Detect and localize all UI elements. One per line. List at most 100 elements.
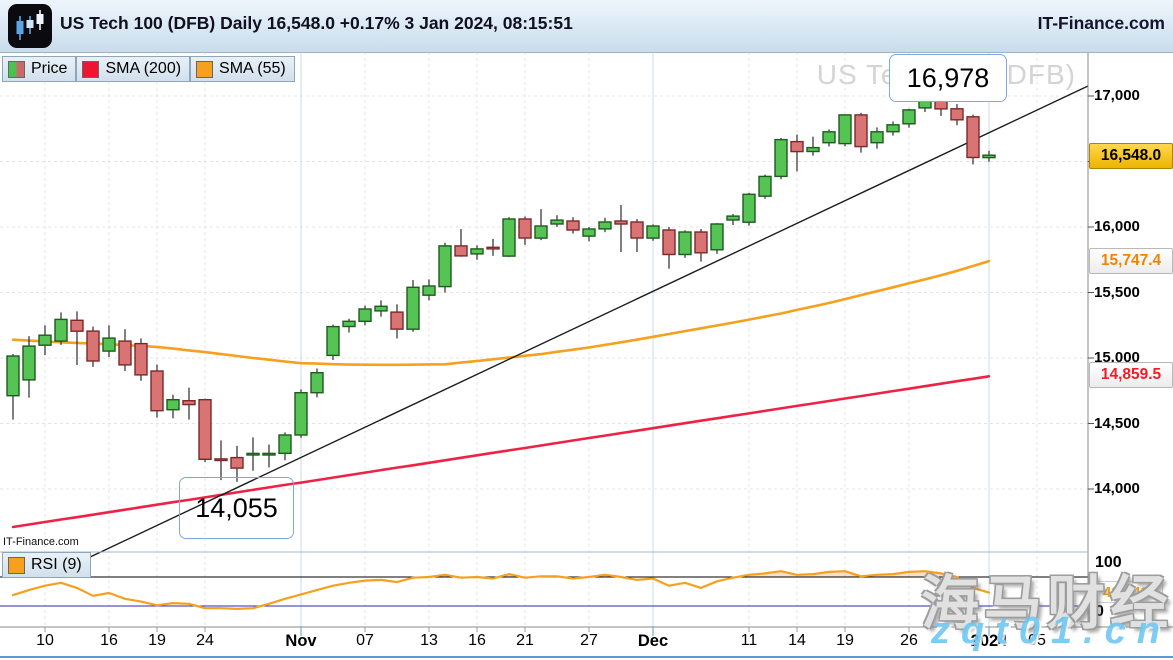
- time-tick-label: 16: [468, 632, 486, 649]
- candle: [358, 305, 372, 326]
- price-tick-label: 17,000: [1094, 87, 1140, 104]
- candle: [326, 324, 340, 360]
- candle: [710, 223, 724, 254]
- rsi-swatch-icon: [8, 556, 25, 574]
- candle: [646, 224, 660, 241]
- price-tick-label: 14,000: [1094, 480, 1140, 497]
- candle: [214, 440, 228, 481]
- time-tick-label: 05: [1028, 632, 1046, 649]
- candle: [838, 114, 852, 147]
- candlestick-logo-icon: [8, 4, 52, 48]
- last-price-tag: 16,548.0: [1089, 143, 1173, 169]
- candle: [822, 129, 836, 147]
- sma200-swatch-icon: [82, 60, 100, 78]
- candle: [294, 389, 308, 438]
- candle: [278, 432, 292, 461]
- candle: [502, 217, 516, 258]
- candle: [582, 227, 596, 242]
- candle: [806, 136, 820, 156]
- candle: [662, 227, 676, 269]
- price-tick-label: 16,000: [1094, 218, 1140, 235]
- candle: [774, 137, 788, 180]
- candle: [550, 215, 564, 227]
- rsi-min-label: 0: [1095, 603, 1104, 620]
- candle: [598, 217, 612, 233]
- candle: [198, 398, 212, 463]
- time-tick-label: Nov: [285, 632, 317, 650]
- candle: [454, 229, 468, 257]
- candle: [54, 312, 68, 345]
- candle: [534, 209, 548, 241]
- price-tick-label: 15,500: [1094, 283, 1140, 301]
- chart-title: US Tech 100 (DFB) Daily 16,548.0 +0.17% …: [60, 13, 573, 33]
- candle: [310, 368, 324, 398]
- candle: [262, 444, 276, 468]
- candle: [742, 192, 756, 226]
- candle: [790, 134, 804, 172]
- legend-item-price[interactable]: Price: [2, 56, 77, 82]
- legend-price-label: Price: [31, 60, 68, 77]
- high-annotation[interactable]: 16,978: [889, 54, 1007, 102]
- legend-item-sma55[interactable]: SMA (55): [190, 56, 295, 82]
- candle: [150, 364, 164, 418]
- candle: [390, 304, 404, 339]
- candle: [886, 121, 900, 136]
- plot-brand-watermark: IT-Finance.com: [3, 536, 79, 548]
- candles-group: [6, 98, 996, 482]
- candle: [70, 311, 84, 365]
- candle: [678, 230, 692, 258]
- header-bar: US Tech 100 (DFB) Daily 16,548.0 +0.17% …: [0, 0, 1173, 53]
- sma200-value-tag: 14,859.5: [1089, 362, 1173, 388]
- legend-item-rsi[interactable]: RSI (9): [2, 552, 91, 578]
- candle: [566, 217, 580, 234]
- candle: [6, 354, 20, 420]
- candle: [966, 114, 980, 165]
- candle: [518, 216, 532, 245]
- time-tick-label: 11: [740, 632, 758, 649]
- time-tick-label: 26: [900, 632, 918, 649]
- time-tick-label: 21: [516, 632, 534, 649]
- time-tick-label: 07: [356, 632, 374, 649]
- candle: [374, 300, 388, 317]
- price-legend: Price SMA (200) SMA (55): [2, 56, 295, 82]
- rsi-legend: RSI (9): [2, 552, 91, 578]
- candle: [726, 213, 740, 225]
- candle: [38, 325, 52, 356]
- candle: [182, 387, 196, 420]
- candle: [86, 326, 100, 367]
- price-swatch-icon: [8, 60, 25, 78]
- candle: [246, 437, 260, 471]
- legend-item-sma200[interactable]: SMA (200): [76, 56, 191, 82]
- low-annotation[interactable]: 14,055: [179, 477, 294, 539]
- time-tick-label: 14: [788, 632, 806, 649]
- candle: [486, 238, 500, 256]
- rsi-line: [11, 570, 991, 611]
- candle: [102, 325, 116, 358]
- time-tick-label: 19: [836, 632, 854, 649]
- time-tick-label: 24: [196, 632, 214, 649]
- candle: [342, 318, 356, 333]
- rsi-value-tag: 48.449: [1089, 581, 1163, 603]
- time-tick-label: 10: [36, 632, 54, 649]
- time-tick-label: 13: [420, 632, 438, 649]
- legend-sma55-label: SMA (55): [219, 60, 286, 77]
- candle: [118, 329, 132, 371]
- sma55-line: [11, 259, 991, 367]
- candle: [982, 150, 996, 162]
- brand-link[interactable]: IT-Finance.com: [1037, 13, 1165, 33]
- sma55-swatch-icon: [196, 60, 214, 78]
- candle: [406, 280, 420, 332]
- sma200-line: [11, 374, 991, 529]
- candle: [422, 279, 436, 301]
- time-tick-label: Dec: [637, 632, 669, 650]
- trend-line: [87, 85, 1089, 559]
- time-tick-label: 16: [100, 632, 118, 649]
- candle: [614, 205, 628, 252]
- candle: [22, 336, 36, 398]
- time-tick-label: 19: [148, 632, 166, 649]
- sma55-value-tag: 15,747.4: [1089, 248, 1173, 274]
- candle: [950, 104, 964, 126]
- candle: [870, 127, 884, 149]
